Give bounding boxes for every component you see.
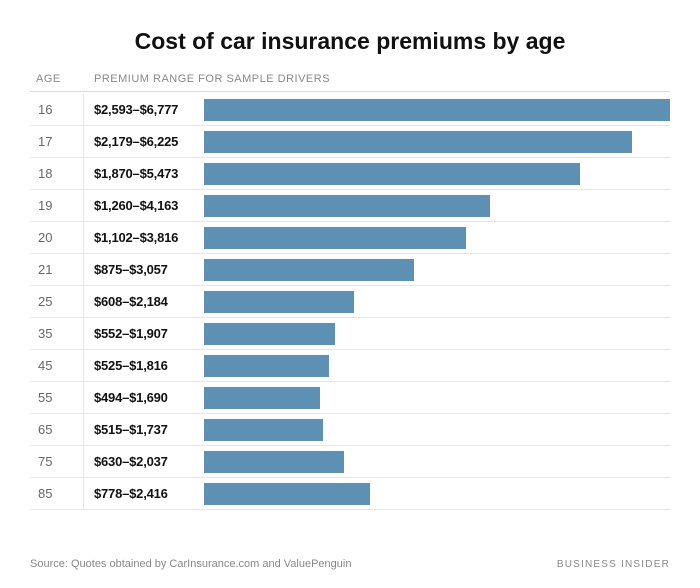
cell-age: 45: [30, 350, 84, 381]
bar: [204, 419, 323, 441]
cell-range: $1,260–$4,163: [84, 198, 204, 213]
bar: [204, 451, 344, 473]
data-row: 20$1,102–$3,816: [30, 222, 670, 254]
data-row: 45$525–$1,816: [30, 350, 670, 382]
cell-age: 21: [30, 254, 84, 285]
cell-age: 20: [30, 222, 84, 253]
cell-age: 18: [30, 158, 84, 189]
cell-range: $1,102–$3,816: [84, 230, 204, 245]
cell-range: $515–$1,737: [84, 422, 204, 437]
data-row: 55$494–$1,690: [30, 382, 670, 414]
chart-container: Cost of car insurance premiums by age AG…: [0, 0, 700, 588]
cell-bar: [204, 254, 670, 285]
data-row: 21$875–$3,057: [30, 254, 670, 286]
bar: [204, 195, 490, 217]
data-row: 35$552–$1,907: [30, 318, 670, 350]
bar: [204, 387, 320, 409]
cell-range: $2,179–$6,225: [84, 134, 204, 149]
cell-age: 25: [30, 286, 84, 317]
bar: [204, 355, 329, 377]
cell-range: $608–$2,184: [84, 294, 204, 309]
cell-bar: [204, 478, 670, 509]
cell-bar: [204, 446, 670, 477]
data-row: 25$608–$2,184: [30, 286, 670, 318]
data-row: 16$2,593–$6,777: [30, 94, 670, 126]
cell-range: $2,593–$6,777: [84, 102, 204, 117]
cell-bar: [204, 350, 670, 381]
col-header-age: AGE: [30, 73, 84, 85]
cell-age: 65: [30, 414, 84, 445]
data-row: 75$630–$2,037: [30, 446, 670, 478]
cell-range: $525–$1,816: [84, 358, 204, 373]
cell-range: $875–$3,057: [84, 262, 204, 277]
cell-bar: [204, 158, 670, 189]
col-header-premium: PREMIUM RANGE FOR SAMPLE DRIVERS: [84, 73, 670, 85]
cell-age: 85: [30, 478, 84, 509]
cell-bar: [204, 94, 670, 125]
cell-age: 16: [30, 94, 84, 125]
column-headers: AGE PREMIUM RANGE FOR SAMPLE DRIVERS: [30, 73, 670, 92]
cell-age: 55: [30, 382, 84, 413]
cell-age: 19: [30, 190, 84, 221]
cell-range: $1,870–$5,473: [84, 166, 204, 181]
cell-bar: [204, 382, 670, 413]
cell-bar: [204, 286, 670, 317]
cell-range: $778–$2,416: [84, 486, 204, 501]
source-text: Source: Quotes obtained by CarInsurance.…: [30, 558, 351, 570]
data-row: 65$515–$1,737: [30, 414, 670, 446]
cell-bar: [204, 126, 670, 157]
bar: [204, 99, 670, 121]
cell-age: 75: [30, 446, 84, 477]
bar: [204, 291, 354, 313]
cell-range: $630–$2,037: [84, 454, 204, 469]
bar: [204, 483, 370, 505]
data-rows: 16$2,593–$6,77717$2,179–$6,22518$1,870–$…: [30, 94, 670, 510]
bar: [204, 323, 335, 345]
bar: [204, 259, 414, 281]
cell-age: 17: [30, 126, 84, 157]
chart-title: Cost of car insurance premiums by age: [30, 28, 670, 55]
cell-bar: [204, 190, 670, 221]
brand-text: BUSINESS INSIDER: [557, 559, 670, 570]
cell-bar: [204, 414, 670, 445]
data-row: 19$1,260–$4,163: [30, 190, 670, 222]
bar: [204, 163, 580, 185]
bar: [204, 227, 466, 249]
bar: [204, 131, 632, 153]
cell-range: $494–$1,690: [84, 390, 204, 405]
data-row: 85$778–$2,416: [30, 478, 670, 510]
cell-age: 35: [30, 318, 84, 349]
cell-bar: [204, 222, 670, 253]
footer: Source: Quotes obtained by CarInsurance.…: [30, 558, 670, 570]
cell-range: $552–$1,907: [84, 326, 204, 341]
data-row: 17$2,179–$6,225: [30, 126, 670, 158]
data-row: 18$1,870–$5,473: [30, 158, 670, 190]
cell-bar: [204, 318, 670, 349]
